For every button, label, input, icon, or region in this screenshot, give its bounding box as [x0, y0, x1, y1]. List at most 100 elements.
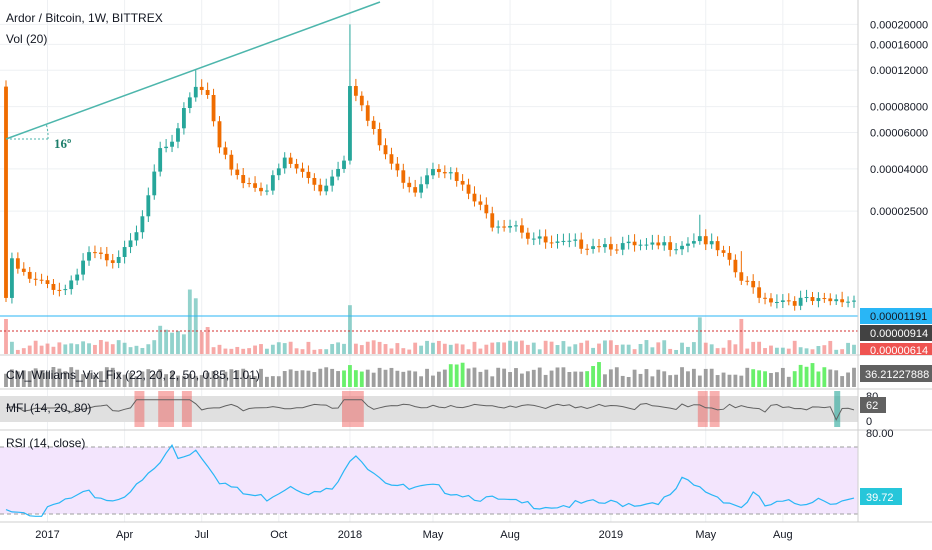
- volume-bar: [312, 349, 317, 354]
- time-axis[interactable]: 2017 Apr Jul Oct 2018 May Aug 2019 May Aug: [35, 529, 792, 541]
- candle-body: [739, 272, 744, 281]
- time-axis-label: Aug: [500, 529, 520, 541]
- volume-bar: [383, 344, 388, 354]
- vix-bar: [413, 371, 418, 387]
- candle-body: [81, 260, 86, 275]
- candle-body: [27, 271, 32, 279]
- volume-bar: [585, 340, 590, 354]
- volume-bar: [656, 342, 661, 354]
- vix-bar: [549, 370, 554, 387]
- candle-body: [164, 146, 169, 149]
- volume-bars: [4, 289, 856, 354]
- candle-body: [45, 280, 50, 284]
- volume-label: Vol (20): [6, 32, 47, 46]
- vix-bar: [626, 376, 631, 387]
- candle-body: [33, 278, 38, 280]
- candle-body: [265, 190, 269, 192]
- candle-body: [460, 180, 465, 185]
- time-axis-label: 2019: [599, 529, 623, 541]
- volume-bar: [223, 348, 228, 354]
- volume-bar: [187, 289, 192, 354]
- vix-bar: [306, 370, 311, 387]
- volume-bar: [348, 305, 352, 354]
- candle-body: [395, 163, 400, 171]
- volume-bar: [816, 346, 821, 354]
- candle-body: [614, 249, 619, 251]
- vix-bar: [822, 367, 827, 387]
- volume-bar: [697, 317, 702, 354]
- vix-bar: [514, 368, 518, 387]
- volume-bar: [181, 334, 186, 354]
- candle-body: [270, 175, 275, 191]
- mfi-overbought-mark: [697, 391, 708, 427]
- vix-bar: [834, 370, 839, 387]
- vix-bar: [638, 373, 643, 387]
- vix-bar: [763, 371, 767, 387]
- vix-bar: [176, 375, 180, 387]
- volume-bar: [81, 341, 86, 354]
- volume-bar: [4, 319, 8, 354]
- vix-bar: [769, 373, 773, 387]
- candle-body: [211, 94, 216, 122]
- angle-arc: [45, 124, 49, 140]
- volume-bar: [466, 349, 471, 354]
- time-axis-label: Aug: [773, 529, 793, 541]
- price-tag-blue-text: 0.00001191: [870, 311, 927, 323]
- candle-body: [591, 246, 595, 249]
- candle-body: [632, 241, 637, 246]
- vix-bar: [205, 372, 210, 387]
- candle-body: [531, 238, 536, 240]
- candle-body: [780, 300, 785, 302]
- volume-bar: [567, 346, 572, 354]
- candle-body: [436, 169, 441, 173]
- vix-bar: [466, 368, 471, 387]
- candle-body: [798, 297, 803, 306]
- candle-body: [697, 236, 702, 242]
- volume-bar: [377, 341, 382, 354]
- vix-bar: [75, 369, 80, 387]
- candle-body: [57, 289, 62, 291]
- vix-bar: [674, 374, 679, 387]
- trendline[interactable]: [5, 1, 381, 140]
- candle-body: [152, 171, 157, 196]
- volume-bar: [371, 340, 376, 354]
- volume-bar: [691, 342, 696, 354]
- vix-bar: [525, 371, 530, 387]
- time-axis-label: Apr: [116, 529, 133, 541]
- price-candles: [4, 24, 856, 311]
- candle-body: [573, 239, 578, 241]
- rsi-tick-80: 80.00: [866, 428, 894, 440]
- vix-bar: [199, 375, 204, 387]
- volume-bar: [241, 348, 246, 354]
- candle-body: [792, 301, 797, 306]
- volume-bar: [674, 349, 679, 354]
- volume-bar: [330, 344, 335, 354]
- rsi-band: [0, 447, 858, 514]
- candle-body: [365, 105, 370, 121]
- vix-bar: [656, 369, 661, 387]
- vix-bar: [715, 375, 720, 387]
- candle-body: [846, 301, 850, 303]
- candle-body: [650, 242, 655, 245]
- candle-body: [413, 187, 418, 193]
- candle-body: [543, 236, 548, 243]
- volume-bar: [33, 340, 38, 354]
- candle-body: [146, 195, 151, 217]
- volume-bar: [110, 344, 115, 354]
- candle-body: [508, 225, 512, 228]
- volume-bar: [39, 345, 44, 354]
- price-axis[interactable]: 0.00020000 0.00016000 0.00012000 0.00008000…: [870, 19, 928, 218]
- volume-bar: [537, 349, 542, 354]
- time-axis-label: 2017: [35, 529, 59, 541]
- vix-bar: [490, 376, 495, 387]
- vix-bar: [840, 376, 845, 387]
- vix-bar: [21, 370, 26, 387]
- volume-bar: [579, 342, 584, 354]
- volume-bar: [638, 344, 643, 354]
- vix-bar: [51, 367, 56, 387]
- vix-bar: [442, 369, 447, 387]
- candle-body: [336, 168, 340, 177]
- vix-bar: [98, 371, 103, 387]
- candle-body: [294, 163, 299, 169]
